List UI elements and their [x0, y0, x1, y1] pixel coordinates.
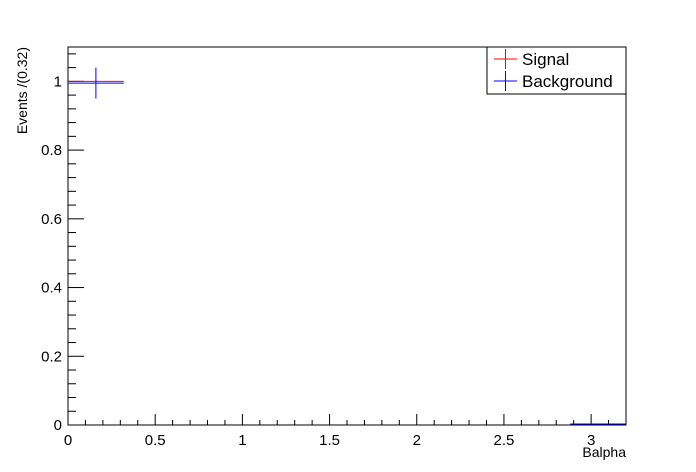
plot-frame — [67, 46, 627, 426]
x-tick-label: 3 — [587, 432, 595, 449]
y-tick-label: 0.4 — [41, 280, 62, 297]
legend: Signal Background — [486, 46, 627, 95]
axis-ticks — [67, 53, 627, 426]
legend-marker-signal — [494, 49, 517, 69]
y-tick-label: 1 — [54, 73, 62, 90]
legend-label-signal: Signal — [522, 50, 569, 69]
x-tick-label: 2.5 — [494, 432, 515, 449]
x-tick-label: 0.5 — [145, 432, 166, 449]
legend-box — [486, 46, 627, 95]
y-tick-label: 0.8 — [41, 142, 62, 159]
x-tick-label: 1.5 — [319, 432, 340, 449]
x-tick-label: 0 — [64, 432, 72, 449]
y-tick-label: 0.2 — [41, 348, 62, 365]
x-tick-label: 1 — [238, 432, 246, 449]
y-axis-title: Events /(0.32) — [14, 47, 30, 134]
tick-labels: 0 0.5 1 1.5 2 2.5 3 0 0.2 0.4 0.6 0.8 1 — [41, 73, 595, 449]
data-point-background — [68, 67, 124, 99]
legend-marker-background — [494, 71, 517, 91]
data-marks — [68, 67, 626, 425]
legend-label-background: Background — [522, 72, 613, 91]
x-axis-title: Balpha — [582, 444, 626, 460]
x-tick-label: 2 — [413, 432, 421, 449]
y-tick-label: 0 — [54, 417, 62, 434]
y-tick-label: 0.6 — [41, 211, 62, 228]
